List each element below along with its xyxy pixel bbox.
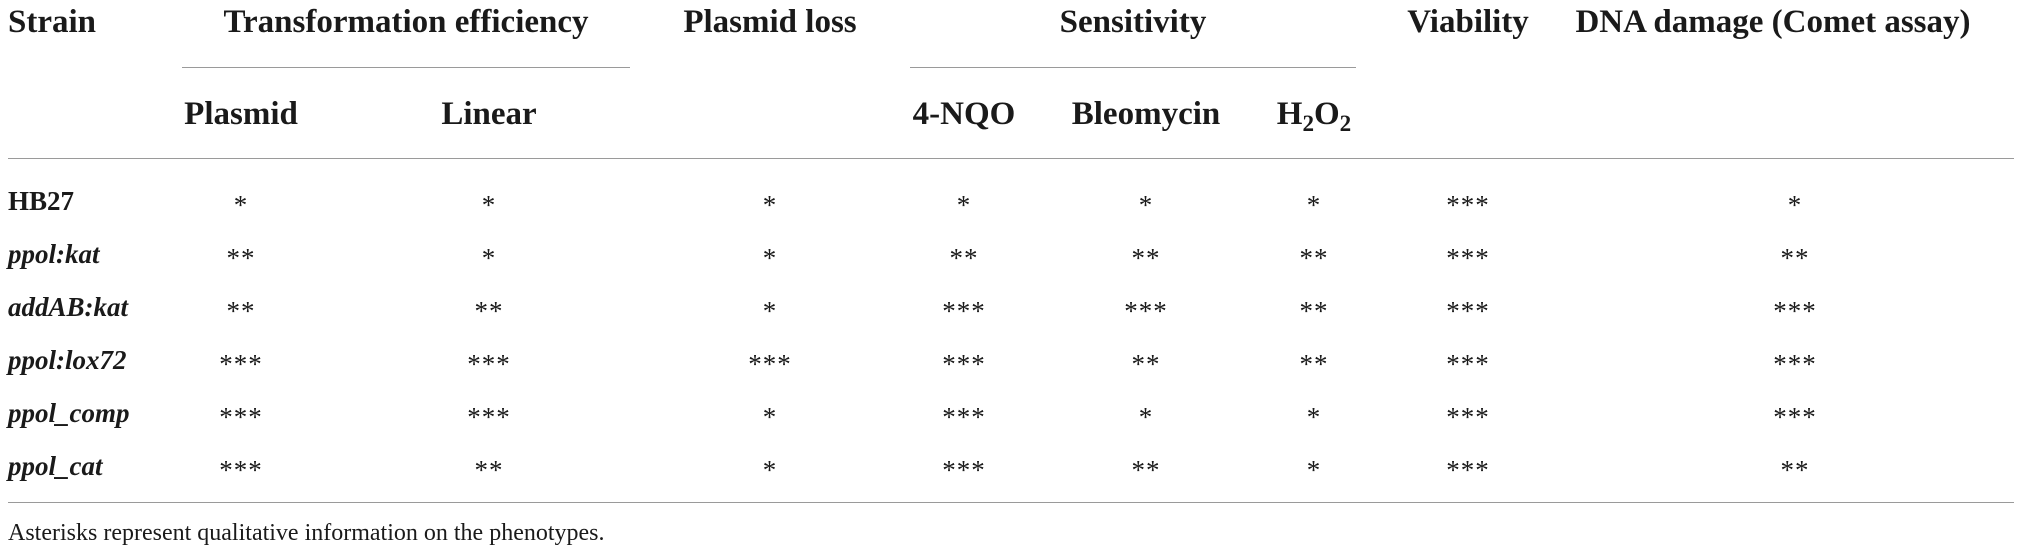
cell-h2o2: ** bbox=[1299, 296, 1329, 326]
row-strain-label: ppol:lox72 bbox=[8, 345, 127, 375]
cell-dna-damage: ** bbox=[1780, 455, 1810, 485]
cell-4-nqo: *** bbox=[942, 296, 986, 326]
cell-plasmid: * bbox=[233, 190, 249, 220]
cell-dna-damage: *** bbox=[1773, 402, 1817, 432]
cell-h2o2: ** bbox=[1299, 243, 1329, 273]
header-strain: Strain bbox=[8, 4, 97, 40]
cell-plasmid: *** bbox=[219, 349, 263, 379]
cell-linear: * bbox=[481, 243, 497, 273]
row-strain-label: ppol_comp bbox=[8, 398, 130, 428]
cell-bleomycin: ** bbox=[1131, 455, 1161, 485]
cell-viability: *** bbox=[1446, 349, 1490, 379]
cell-bleomycin: ** bbox=[1131, 243, 1161, 273]
cell-bleomycin: *** bbox=[1124, 296, 1168, 326]
header-plasmid-loss: Plasmid loss bbox=[683, 4, 857, 40]
cell-h2o2: * bbox=[1306, 455, 1322, 485]
cell-viability: *** bbox=[1446, 402, 1490, 432]
subheader-4-nqo: 4-NQO bbox=[912, 96, 1016, 132]
cell-plasmid: ** bbox=[226, 243, 256, 273]
cell-plasmid-loss: * bbox=[762, 296, 778, 326]
subheader-plasmid: Plasmid bbox=[184, 96, 298, 132]
header-bottom-rule bbox=[8, 158, 2014, 159]
cell-h2o2: ** bbox=[1299, 349, 1329, 379]
header-sensitivity: Sensitivity bbox=[1059, 4, 1207, 40]
cell-linear: *** bbox=[467, 402, 511, 432]
row-strain-label: ppol_cat bbox=[8, 451, 103, 481]
cell-4-nqo: *** bbox=[942, 349, 986, 379]
subheader-linear: Linear bbox=[441, 96, 537, 132]
cell-dna-damage: ** bbox=[1780, 243, 1810, 273]
cell-bleomycin: ** bbox=[1131, 349, 1161, 379]
cell-plasmid: *** bbox=[219, 455, 263, 485]
cell-h2o2: * bbox=[1306, 190, 1322, 220]
table-footnote: Asterisks represent qualitative informat… bbox=[8, 520, 605, 546]
cell-plasmid-loss: *** bbox=[748, 349, 792, 379]
cell-plasmid: *** bbox=[219, 402, 263, 432]
cell-4-nqo: *** bbox=[942, 455, 986, 485]
header-transformation-efficiency: Transformation efficiency bbox=[223, 4, 589, 40]
row-strain-label: addAB:kat bbox=[8, 292, 129, 322]
row-strain-label: HB27 bbox=[8, 186, 75, 216]
row-strain-label: ppol:kat bbox=[8, 239, 100, 269]
cell-linear: ** bbox=[474, 455, 504, 485]
subheader-h2o2: H2O2 bbox=[1276, 96, 1352, 136]
header-viability: Viability bbox=[1407, 4, 1529, 40]
cell-plasmid-loss: * bbox=[762, 190, 778, 220]
table-bottom-rule bbox=[8, 502, 2014, 503]
cell-viability: *** bbox=[1446, 455, 1490, 485]
cell-linear: *** bbox=[467, 349, 511, 379]
cell-bleomycin: * bbox=[1138, 402, 1154, 432]
cell-4-nqo: *** bbox=[942, 402, 986, 432]
spanner-rule-sensitivity bbox=[910, 67, 1356, 68]
spanner-rule-transformation bbox=[182, 67, 630, 68]
cell-4-nqo: * bbox=[956, 190, 972, 220]
cell-dna-damage: *** bbox=[1773, 349, 1817, 379]
cell-dna-damage: * bbox=[1787, 190, 1803, 220]
cell-viability: *** bbox=[1446, 190, 1490, 220]
header-dna-damage: DNA damage (Comet assay) bbox=[1575, 4, 1971, 40]
cell-plasmid-loss: * bbox=[762, 243, 778, 273]
cell-h2o2: * bbox=[1306, 402, 1322, 432]
cell-plasmid-loss: * bbox=[762, 455, 778, 485]
subheader-bleomycin: Bleomycin bbox=[1071, 96, 1221, 132]
cell-viability: *** bbox=[1446, 243, 1490, 273]
cell-bleomycin: * bbox=[1138, 190, 1154, 220]
cell-plasmid: ** bbox=[226, 296, 256, 326]
cell-dna-damage: *** bbox=[1773, 296, 1817, 326]
cell-viability: *** bbox=[1446, 296, 1490, 326]
cell-linear: ** bbox=[474, 296, 504, 326]
cell-linear: * bbox=[481, 190, 497, 220]
cell-4-nqo: ** bbox=[949, 243, 979, 273]
cell-plasmid-loss: * bbox=[762, 402, 778, 432]
